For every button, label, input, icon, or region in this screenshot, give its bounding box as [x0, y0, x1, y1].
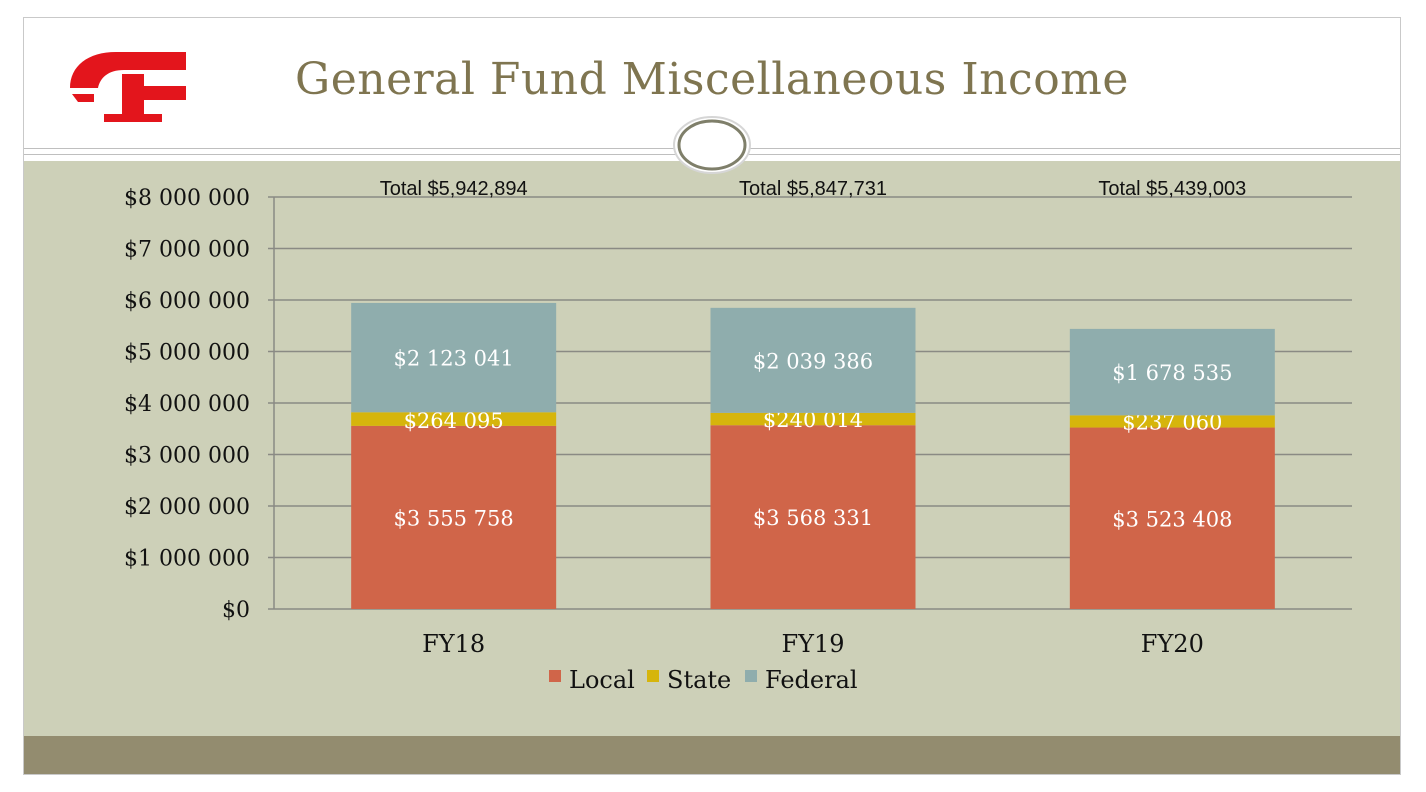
- bar-local: [710, 425, 916, 609]
- bar-state: [1069, 415, 1275, 428]
- data-label-local: $3 568 331: [753, 506, 873, 530]
- data-label-local: $3 523 408: [1112, 507, 1232, 531]
- bar-local: [351, 425, 557, 609]
- x-tick-label: FY20: [1141, 630, 1204, 658]
- total-label: Total $5,942,894: [380, 178, 528, 200]
- data-label-federal: $2 039 386: [753, 349, 873, 373]
- total-label: Total $5,847,731: [739, 178, 887, 200]
- ring-ornament-icon: [673, 116, 751, 174]
- legend-label-state: State: [667, 666, 731, 694]
- bar-federal: [1069, 328, 1275, 416]
- bar-local: [1069, 427, 1275, 609]
- slide-title: General Fund Miscellaneous Income: [295, 54, 1129, 105]
- data-label-federal: $2 123 041: [394, 347, 514, 371]
- legend-label-federal: Federal: [765, 666, 858, 694]
- legend-swatch-federal: [745, 670, 757, 682]
- y-tick-label: $6 000 000: [124, 289, 250, 314]
- bar-federal: [351, 302, 557, 413]
- y-tick-label: $1 000 000: [124, 547, 250, 572]
- y-tick-label: $8 000 000: [124, 186, 250, 211]
- bar-state: [351, 412, 557, 426]
- data-label-state: $264 095: [404, 409, 504, 433]
- y-tick-label: $7 000 000: [124, 238, 250, 263]
- x-tick-label: FY19: [781, 630, 844, 658]
- data-label-local: $3 555 758: [394, 506, 514, 530]
- y-tick-label: $2 000 000: [124, 495, 250, 520]
- y-tick-label: $3 000 000: [124, 444, 250, 469]
- bar-state: [710, 412, 916, 426]
- legend-label-local: Local: [569, 666, 635, 694]
- total-label: Total $5,439,003: [1098, 178, 1246, 200]
- data-label-federal: $1 678 535: [1112, 361, 1232, 385]
- y-tick-label: $4 000 000: [124, 392, 250, 417]
- slide: General Fund Miscellaneous Income: [23, 17, 1401, 775]
- legend-swatch-state: [647, 670, 659, 682]
- y-tick-label: $0: [222, 598, 250, 623]
- legend-swatch-local: [549, 670, 561, 682]
- x-tick-label: FY18: [422, 630, 485, 658]
- bar-federal: [710, 307, 916, 413]
- school-logo-icon: [70, 52, 186, 122]
- footer-band: [24, 736, 1400, 774]
- y-tick-label: $5 000 000: [124, 341, 250, 366]
